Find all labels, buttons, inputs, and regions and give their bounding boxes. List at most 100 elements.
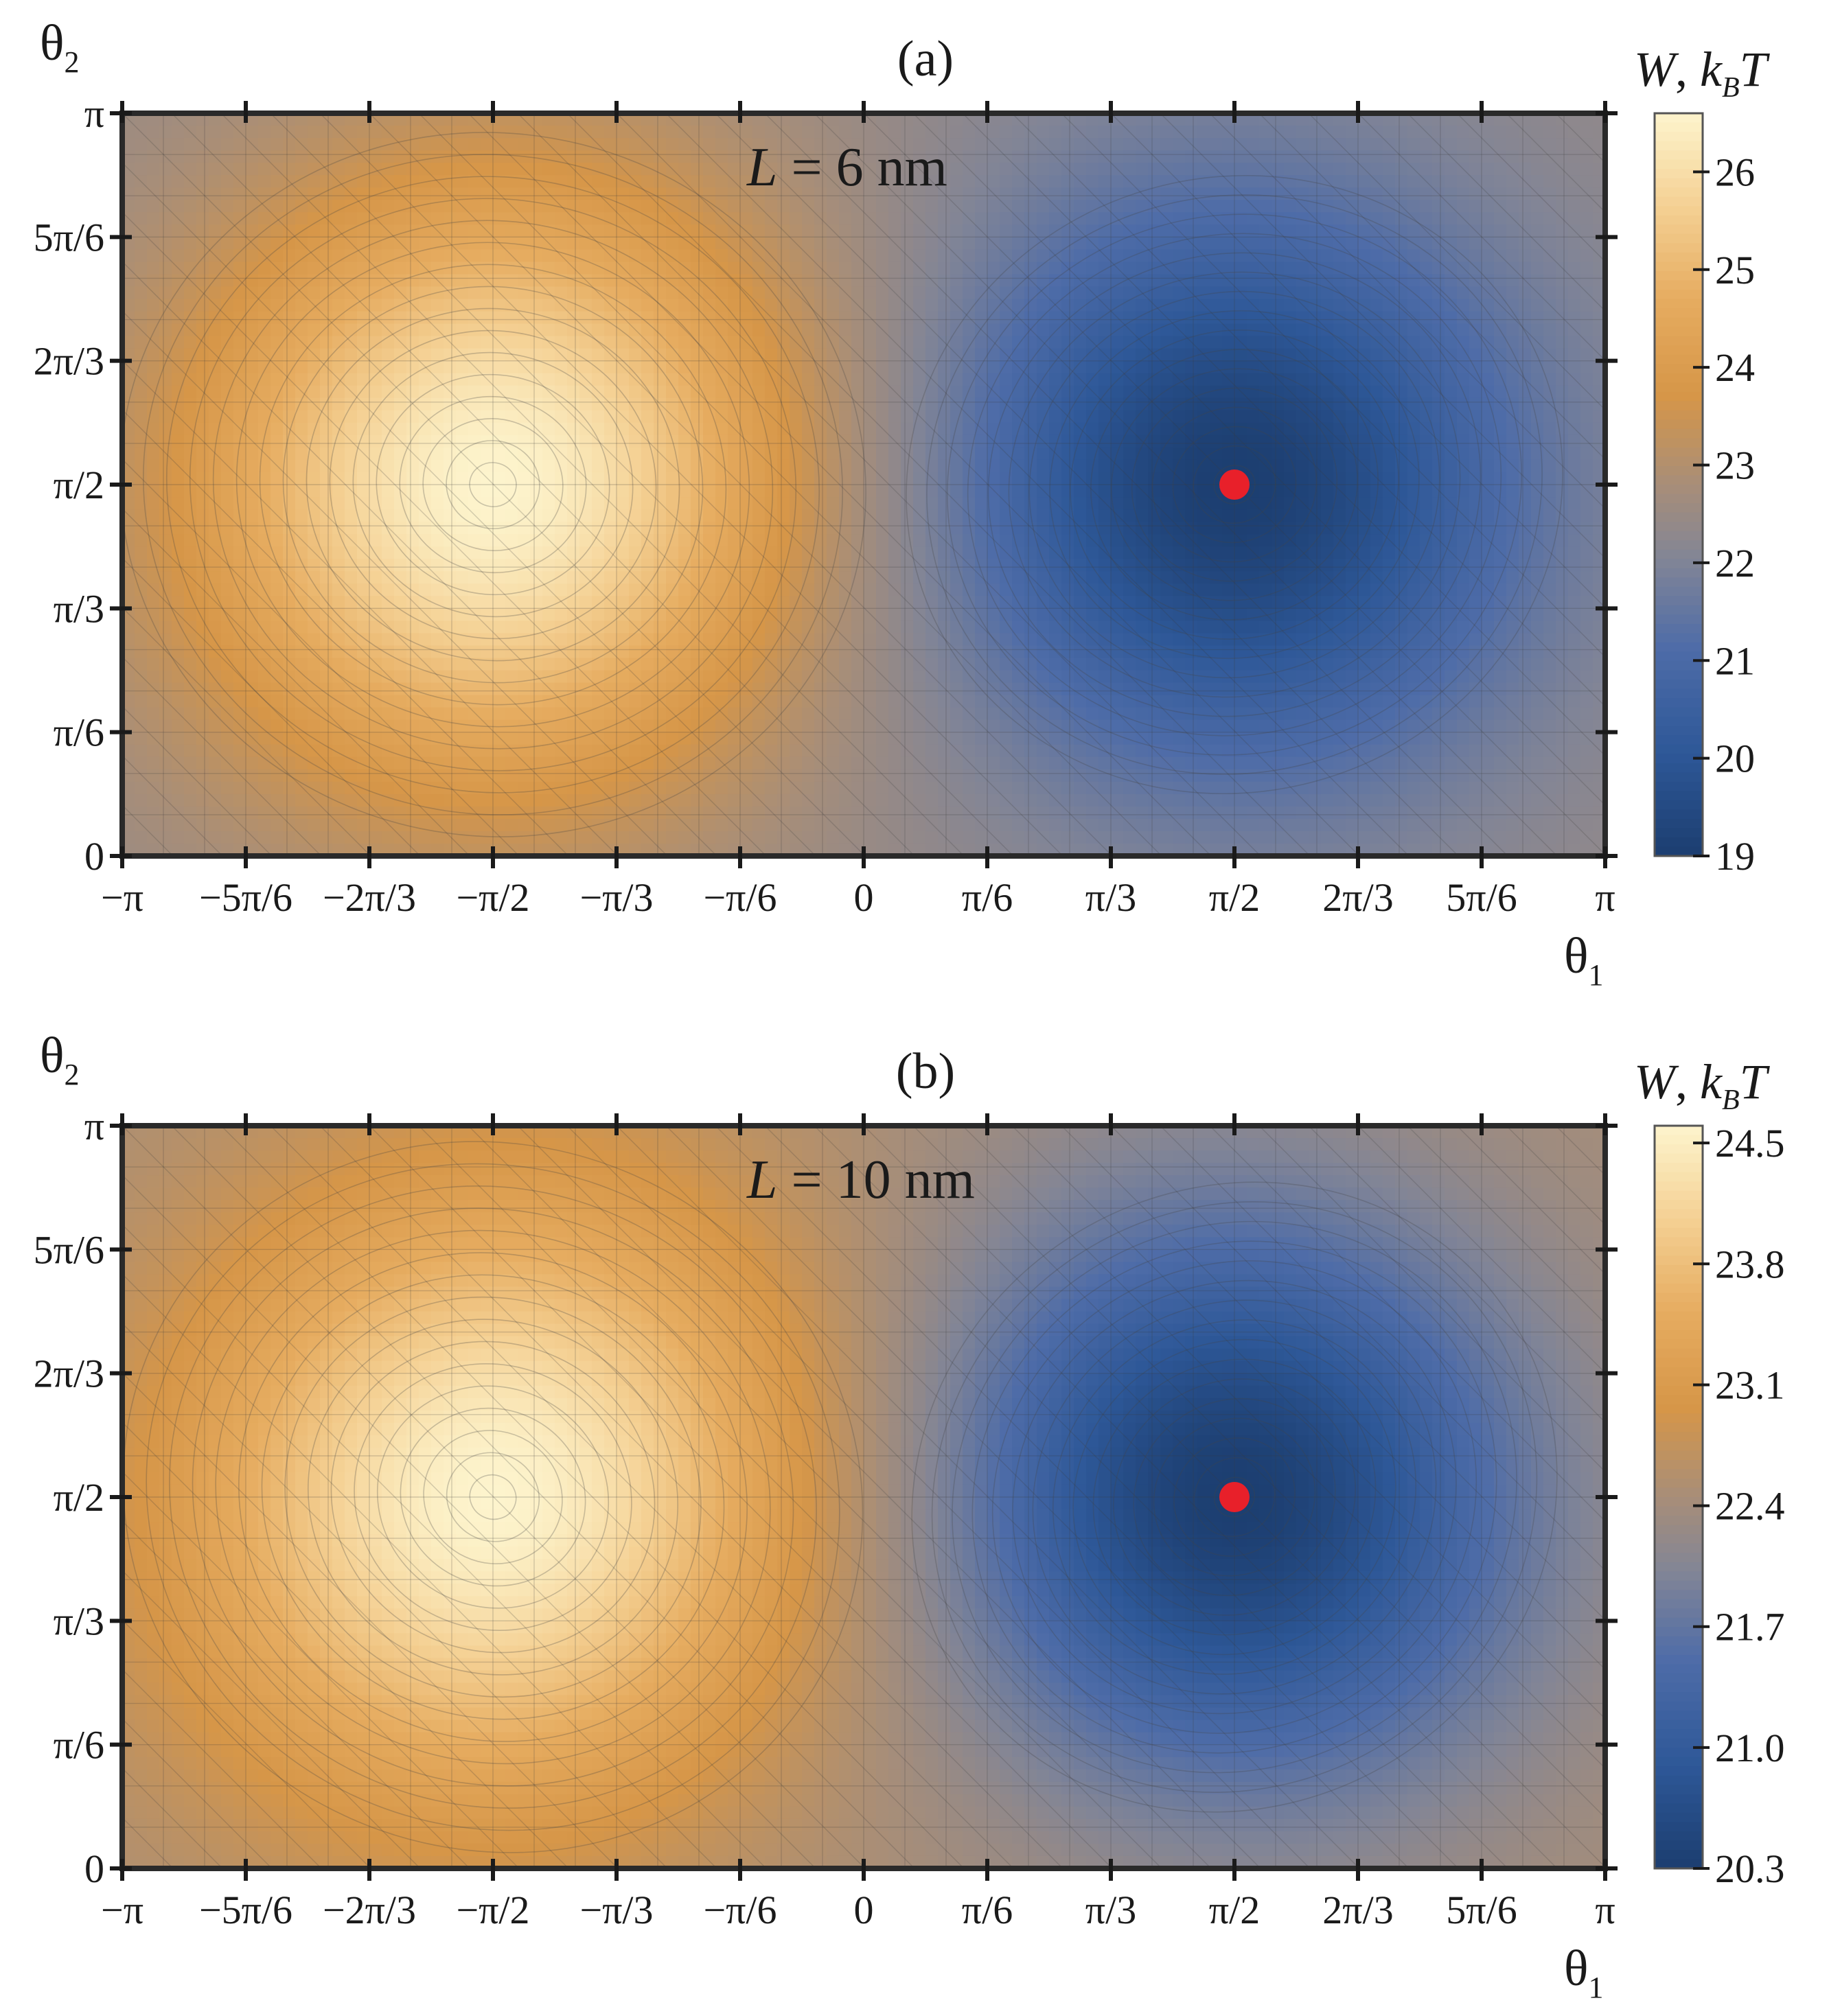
heatmap-cell [851, 843, 864, 856]
heatmap-cell [283, 150, 296, 163]
heatmap-cell [715, 175, 728, 188]
heatmap-cell [728, 806, 741, 820]
heatmap-cell [271, 175, 284, 188]
heatmap-cell [913, 596, 926, 610]
heatmap-cell [579, 818, 593, 832]
heatmap-cell [369, 286, 382, 300]
heatmap-cell [481, 621, 494, 634]
heatmap-cell [802, 323, 815, 337]
heatmap-cell [987, 522, 1000, 535]
heatmap-cell [765, 781, 778, 795]
heatmap-cell [1000, 608, 1013, 622]
heatmap-cell [950, 682, 963, 696]
heatmap-cell [419, 385, 432, 399]
heatmap-cell [332, 286, 345, 300]
heatmap-cell [740, 546, 753, 559]
heatmap-cell [431, 113, 444, 126]
heatmap-cell [1074, 299, 1087, 312]
heatmap-cell [888, 534, 901, 547]
heatmap-cell [271, 113, 284, 126]
heatmap-cell [752, 126, 766, 139]
heatmap-cell [295, 212, 308, 226]
heatmap-cell [1074, 286, 1087, 300]
heatmap-cell [666, 806, 679, 820]
heatmap-cell [394, 163, 407, 176]
heatmap-cell [950, 645, 963, 659]
heatmap-cell [518, 237, 531, 251]
heatmap-cell [839, 670, 852, 684]
heatmap-cell [666, 534, 679, 547]
heatmap-cell [233, 583, 246, 597]
heatmap-cell [901, 571, 914, 585]
heatmap-cell [122, 200, 135, 213]
heatmap-cell [518, 163, 531, 176]
heatmap-cell [740, 447, 753, 461]
heatmap-cell [765, 645, 778, 659]
heatmap-cell [1111, 744, 1124, 758]
heatmap-cell [567, 150, 580, 163]
heatmap-cell [876, 781, 889, 795]
heatmap-cell [431, 126, 444, 139]
heatmap-cell [122, 138, 135, 151]
heatmap-cell [925, 200, 939, 213]
heatmap-cell [1049, 311, 1062, 325]
heatmap-cell [382, 522, 395, 535]
heatmap-cell [579, 435, 593, 448]
heatmap-cell [555, 410, 568, 424]
heatmap-cell [530, 126, 543, 139]
heatmap-cell [419, 781, 432, 795]
heatmap-cell [888, 719, 901, 733]
heatmap-cell [1074, 126, 1087, 139]
heatmap-cell [728, 422, 741, 436]
heatmap-cell [258, 670, 271, 684]
heatmap-cell [963, 596, 976, 610]
heatmap-cell [147, 212, 160, 226]
heatmap-cell [1061, 559, 1074, 572]
heatmap-cell [283, 571, 296, 585]
heatmap-cell [901, 596, 914, 610]
heatmap-cell [777, 212, 790, 226]
heatmap-cell [444, 360, 457, 374]
heatmap-cell [728, 534, 741, 547]
heatmap-cell [1000, 658, 1013, 671]
heatmap-cell [345, 286, 358, 300]
heatmap-cell [629, 793, 642, 807]
heatmap-cell [913, 447, 926, 461]
heatmap-cell [184, 138, 197, 151]
heatmap-cell [394, 744, 407, 758]
heatmap-cell [913, 472, 926, 485]
heatmap-cell [196, 559, 209, 572]
heatmap-cell [1061, 509, 1074, 522]
heatmap-cell [1037, 224, 1050, 238]
heatmap-cell [159, 435, 172, 448]
heatmap-cell [888, 397, 901, 411]
heatmap-cell [1086, 422, 1099, 436]
heatmap-cell [1024, 126, 1037, 139]
heatmap-cell [678, 806, 691, 820]
heatmap-cell [196, 571, 209, 585]
heatmap-cell [555, 608, 568, 622]
heatmap-cell [382, 571, 395, 585]
heatmap-cell [159, 806, 172, 820]
heatmap-cell [629, 286, 642, 300]
heatmap-cell [752, 781, 766, 795]
heatmap-cell [209, 410, 222, 424]
heatmap-cell [456, 249, 469, 263]
heatmap-cell [184, 559, 197, 572]
heatmap-cell [691, 559, 704, 572]
heatmap-cell [382, 175, 395, 188]
heatmap-cell [1024, 670, 1037, 684]
heatmap-cell [1024, 299, 1037, 312]
heatmap-cell [505, 410, 518, 424]
heatmap-cell [752, 410, 766, 424]
heatmap-cell [419, 323, 432, 337]
heatmap-cell [740, 596, 753, 610]
heatmap-cell [555, 658, 568, 671]
heatmap-cell [209, 200, 222, 213]
heatmap-cell [839, 781, 852, 795]
heatmap-cell [419, 596, 432, 610]
heatmap-cell [555, 682, 568, 696]
heatmap-cell [468, 274, 481, 288]
heatmap-cell [505, 744, 518, 758]
heatmap-cell [963, 422, 976, 436]
